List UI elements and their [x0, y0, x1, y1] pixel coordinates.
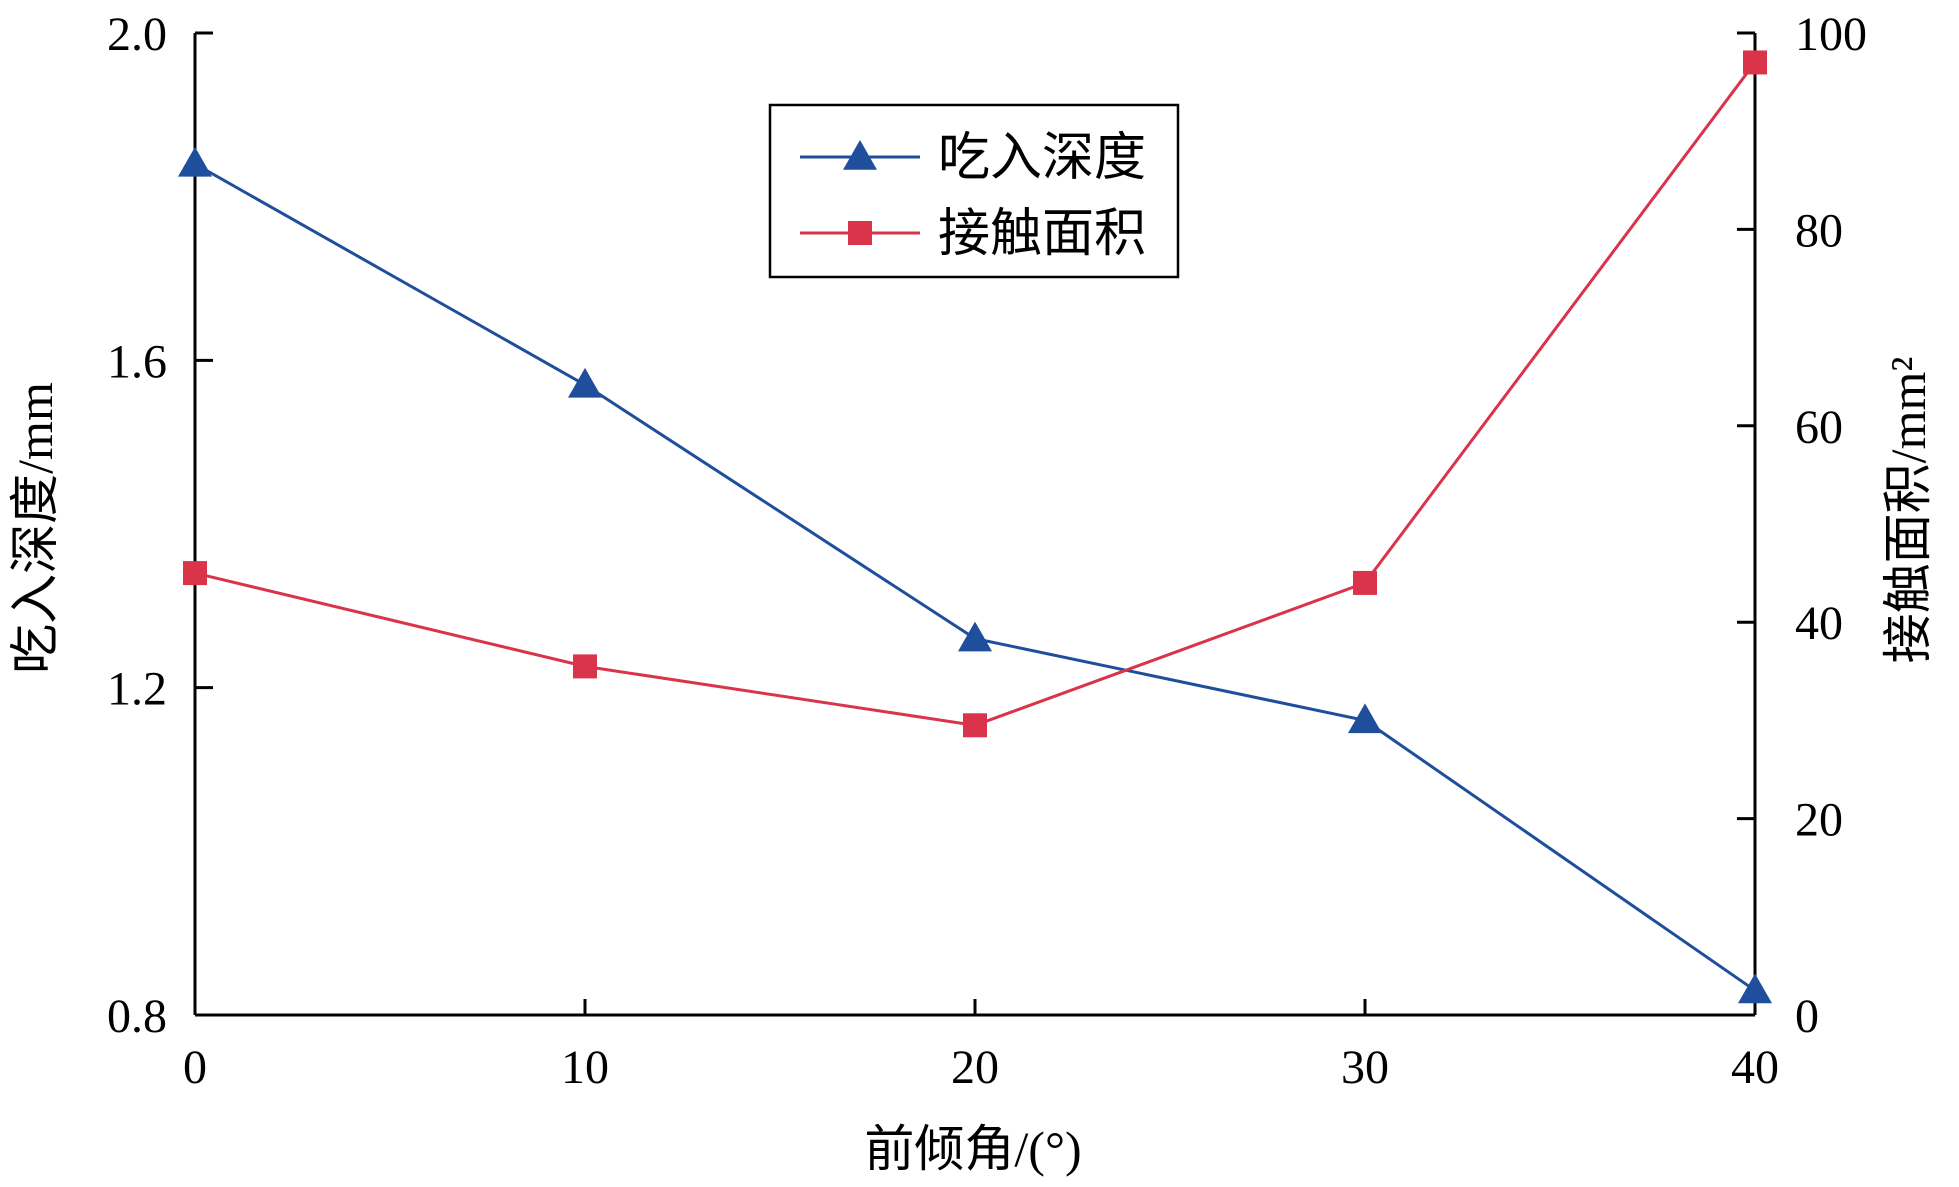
data-point-1 — [1738, 973, 1772, 1004]
series-line-1 — [194, 162, 1756, 992]
x-tick-label: 0 — [183, 1041, 207, 1094]
axes: 0 10 20 30 40 0.8 1.2 1.6 2.0 0 20 40 60 80 100 — [107, 8, 1867, 1094]
y-left-tick-label: 2.0 — [107, 8, 167, 61]
data-point-2 — [573, 654, 597, 679]
data-point-2 — [963, 713, 987, 738]
x-tick-label: 40 — [1731, 1041, 1779, 1094]
legend-label-2: 接触面积 — [938, 206, 1146, 263]
data-point-1 — [958, 621, 992, 652]
data-point-1 — [1348, 703, 1382, 734]
right-axis-title: 接触面积/mm² — [1880, 357, 1936, 664]
legend-marker-2 — [848, 221, 872, 245]
data-point-2 — [1743, 50, 1767, 75]
x-tick-label: 20 — [951, 1041, 999, 1094]
y-right-tick-label: 40 — [1795, 597, 1843, 650]
x-tick-label: 10 — [561, 1041, 609, 1094]
x-axis-title: 前倾角/(°) — [864, 1121, 1081, 1177]
y-right-tick-label: 0 — [1795, 990, 1819, 1043]
data-point-2 — [183, 561, 207, 586]
data-point-1 — [178, 146, 212, 177]
y-right-tick-label: 80 — [1795, 204, 1843, 257]
y-right-tick-label: 100 — [1795, 8, 1867, 61]
legend-marker-1 — [843, 140, 877, 170]
y-left-tick-label: 1.6 — [107, 335, 167, 388]
data-point-2 — [1353, 570, 1377, 595]
legend-box — [768, 103, 1180, 279]
y-right-tick-label: 60 — [1795, 401, 1843, 454]
y-left-tick-label: 0.8 — [107, 990, 167, 1043]
series-layer — [178, 50, 1772, 1004]
legend-label-1: 吃入深度 — [938, 130, 1146, 187]
y-right-tick-label: 20 — [1795, 794, 1843, 847]
data-point-1 — [568, 367, 602, 398]
y-left-tick-label: 1.2 — [107, 663, 167, 716]
x-tick-label: 30 — [1341, 1041, 1389, 1094]
left-axis-title: 吃入深度/mm — [7, 382, 63, 674]
